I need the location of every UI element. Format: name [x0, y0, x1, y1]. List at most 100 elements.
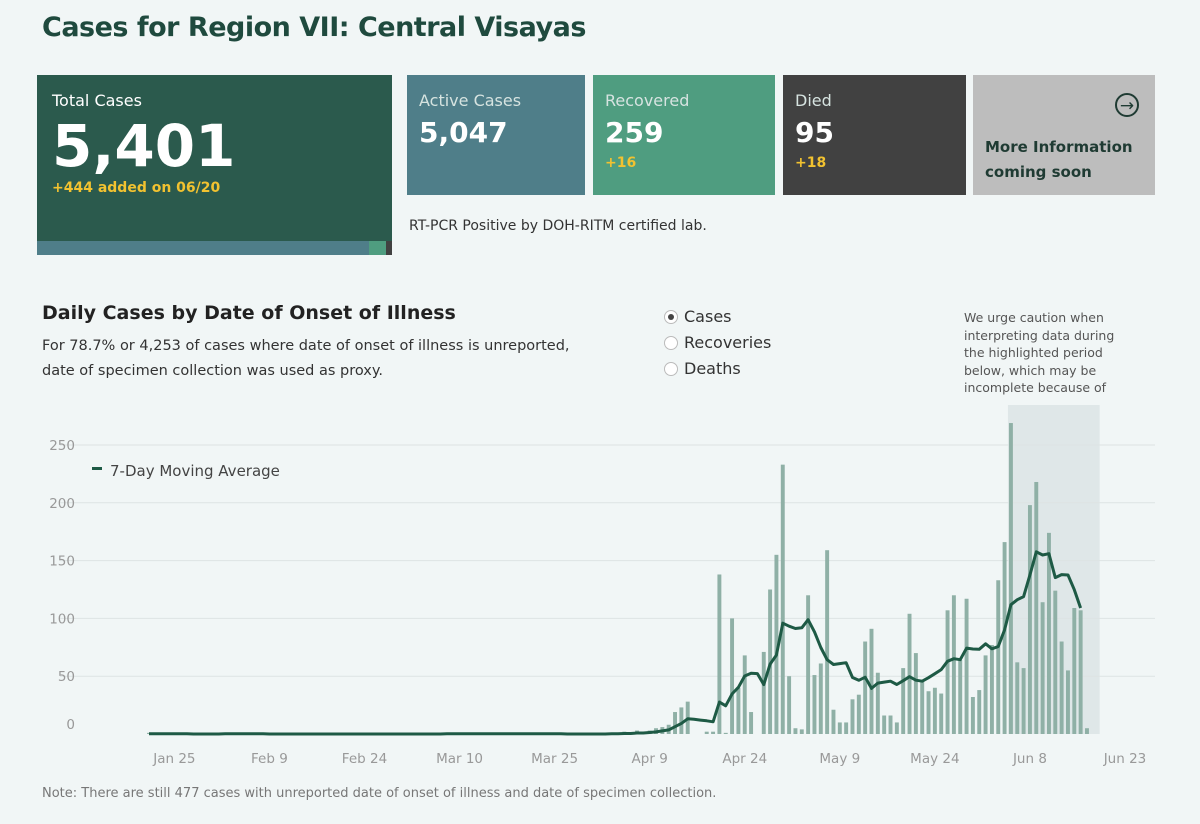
page-title: Cases for Region VII: Central Visayas [42, 12, 586, 43]
chart-subtitle: For 78.7% or 4,253 of cases where date o… [42, 334, 662, 384]
caution-line: below, which may be [964, 362, 1097, 378]
recovered-change: +16 [605, 155, 637, 171]
bar [761, 651, 766, 734]
recovered-segment [368, 241, 386, 255]
totals-breakdown-bar [37, 241, 392, 255]
bar [787, 676, 792, 734]
caution-line: incomplete because of [964, 380, 1107, 395]
bar [932, 687, 937, 734]
y-tick-label: 150 [49, 554, 75, 570]
bar [730, 618, 735, 734]
info-line2: coming soon [985, 163, 1092, 181]
bar [1053, 590, 1058, 734]
total-cases-label: Total Cases [52, 91, 142, 110]
bar [901, 668, 906, 734]
x-tick-label: Apr 9 [632, 751, 668, 767]
died-value: 95 [795, 116, 834, 149]
caution-line: interpreting data during [964, 327, 1115, 343]
bar [1002, 542, 1007, 734]
legend-label: 7-Day Moving Average [110, 462, 280, 480]
bar [1065, 670, 1070, 734]
bar [831, 709, 836, 734]
active-segment [37, 241, 369, 255]
radio-unselected-icon[interactable] [664, 361, 678, 376]
caution-line: We urge caution when [964, 310, 1104, 325]
moving-average-line [149, 550, 1083, 736]
recovered-card: Recovered 259 +16 [593, 75, 775, 195]
bar [863, 641, 868, 734]
bar [1046, 532, 1051, 734]
bar [673, 712, 677, 734]
bar [799, 729, 804, 734]
total-cases-card: Total Cases 5,401 +444 added on 06/20 [37, 75, 392, 255]
bar [749, 712, 754, 734]
bar [958, 660, 963, 734]
bar [996, 580, 1001, 734]
radio-recoveries[interactable]: Recoveries [664, 333, 771, 352]
bar [1021, 668, 1026, 734]
bar [793, 728, 798, 734]
y-tick-label: 250 [49, 438, 75, 454]
bar [711, 731, 716, 734]
bar [882, 715, 887, 734]
x-tick-label: Jun 23 [1103, 751, 1147, 767]
bar [970, 697, 975, 734]
bar [939, 693, 944, 734]
bar [1034, 481, 1039, 734]
y-tick-label: 200 [49, 496, 75, 512]
bar [894, 722, 899, 734]
chart-subtitle-line2: date of specimen collection was used as … [42, 363, 384, 379]
chart-title: Daily Cases by Date of Onset of Illness [42, 302, 456, 324]
bar [1078, 610, 1083, 734]
bar [774, 554, 779, 734]
bar [964, 598, 969, 734]
bar [850, 699, 855, 734]
bar [780, 464, 785, 734]
bar [806, 595, 811, 734]
chart-subtitle-line1: For 78.7% or 4,253 of cases where date o… [42, 338, 570, 354]
legend: 7-Day Moving Average [92, 462, 280, 480]
bar [723, 732, 728, 734]
bar [1027, 505, 1032, 734]
bar [742, 655, 747, 734]
arrow-right-circle-icon[interactable]: → [1115, 93, 1139, 117]
bar [679, 707, 684, 734]
x-tick-label: May 24 [910, 751, 959, 767]
radio-cases[interactable]: Cases [664, 307, 732, 326]
radio-label: Recoveries [684, 333, 772, 352]
bar [844, 722, 849, 734]
caution-line: the highlighted period [964, 345, 1103, 360]
radio-selected-icon[interactable] [664, 309, 678, 324]
y-tick-label: 0 [66, 717, 75, 733]
y-tick-label: 50 [58, 669, 75, 685]
x-tick-label: Jan 25 [152, 751, 195, 767]
bar [945, 610, 950, 734]
recovered-label: Recovered [605, 91, 690, 110]
active-cases-card: Active Cases 5,047 [407, 75, 585, 195]
bar [856, 694, 861, 734]
recovered-value: 259 [605, 116, 664, 149]
bar [989, 644, 994, 734]
radio-unselected-icon[interactable] [664, 335, 678, 350]
bar [837, 722, 842, 734]
y-tick-label: 100 [49, 611, 75, 627]
bar [1008, 423, 1013, 734]
footnote: Note: There are still 477 cases with unr… [42, 786, 717, 801]
bar [1015, 662, 1020, 734]
x-tick-label: Feb 9 [251, 751, 288, 767]
x-tick-label: Jun 8 [1012, 751, 1047, 767]
rtpcr-note: RT-PCR Positive by DOH-RITM certified la… [409, 218, 707, 234]
bar [869, 628, 874, 734]
bar [920, 679, 925, 734]
bar [1059, 641, 1064, 734]
died-change: +18 [795, 155, 827, 171]
more-information-card[interactable]: → More Information coming soon [973, 75, 1155, 195]
radio-deaths[interactable]: Deaths [664, 359, 741, 378]
died-label: Died [795, 91, 832, 110]
bar [736, 687, 741, 734]
bar [983, 655, 988, 734]
total-cases-value: 5,401 [52, 112, 236, 180]
radio-label: Cases [684, 307, 732, 326]
bar [1072, 607, 1077, 734]
